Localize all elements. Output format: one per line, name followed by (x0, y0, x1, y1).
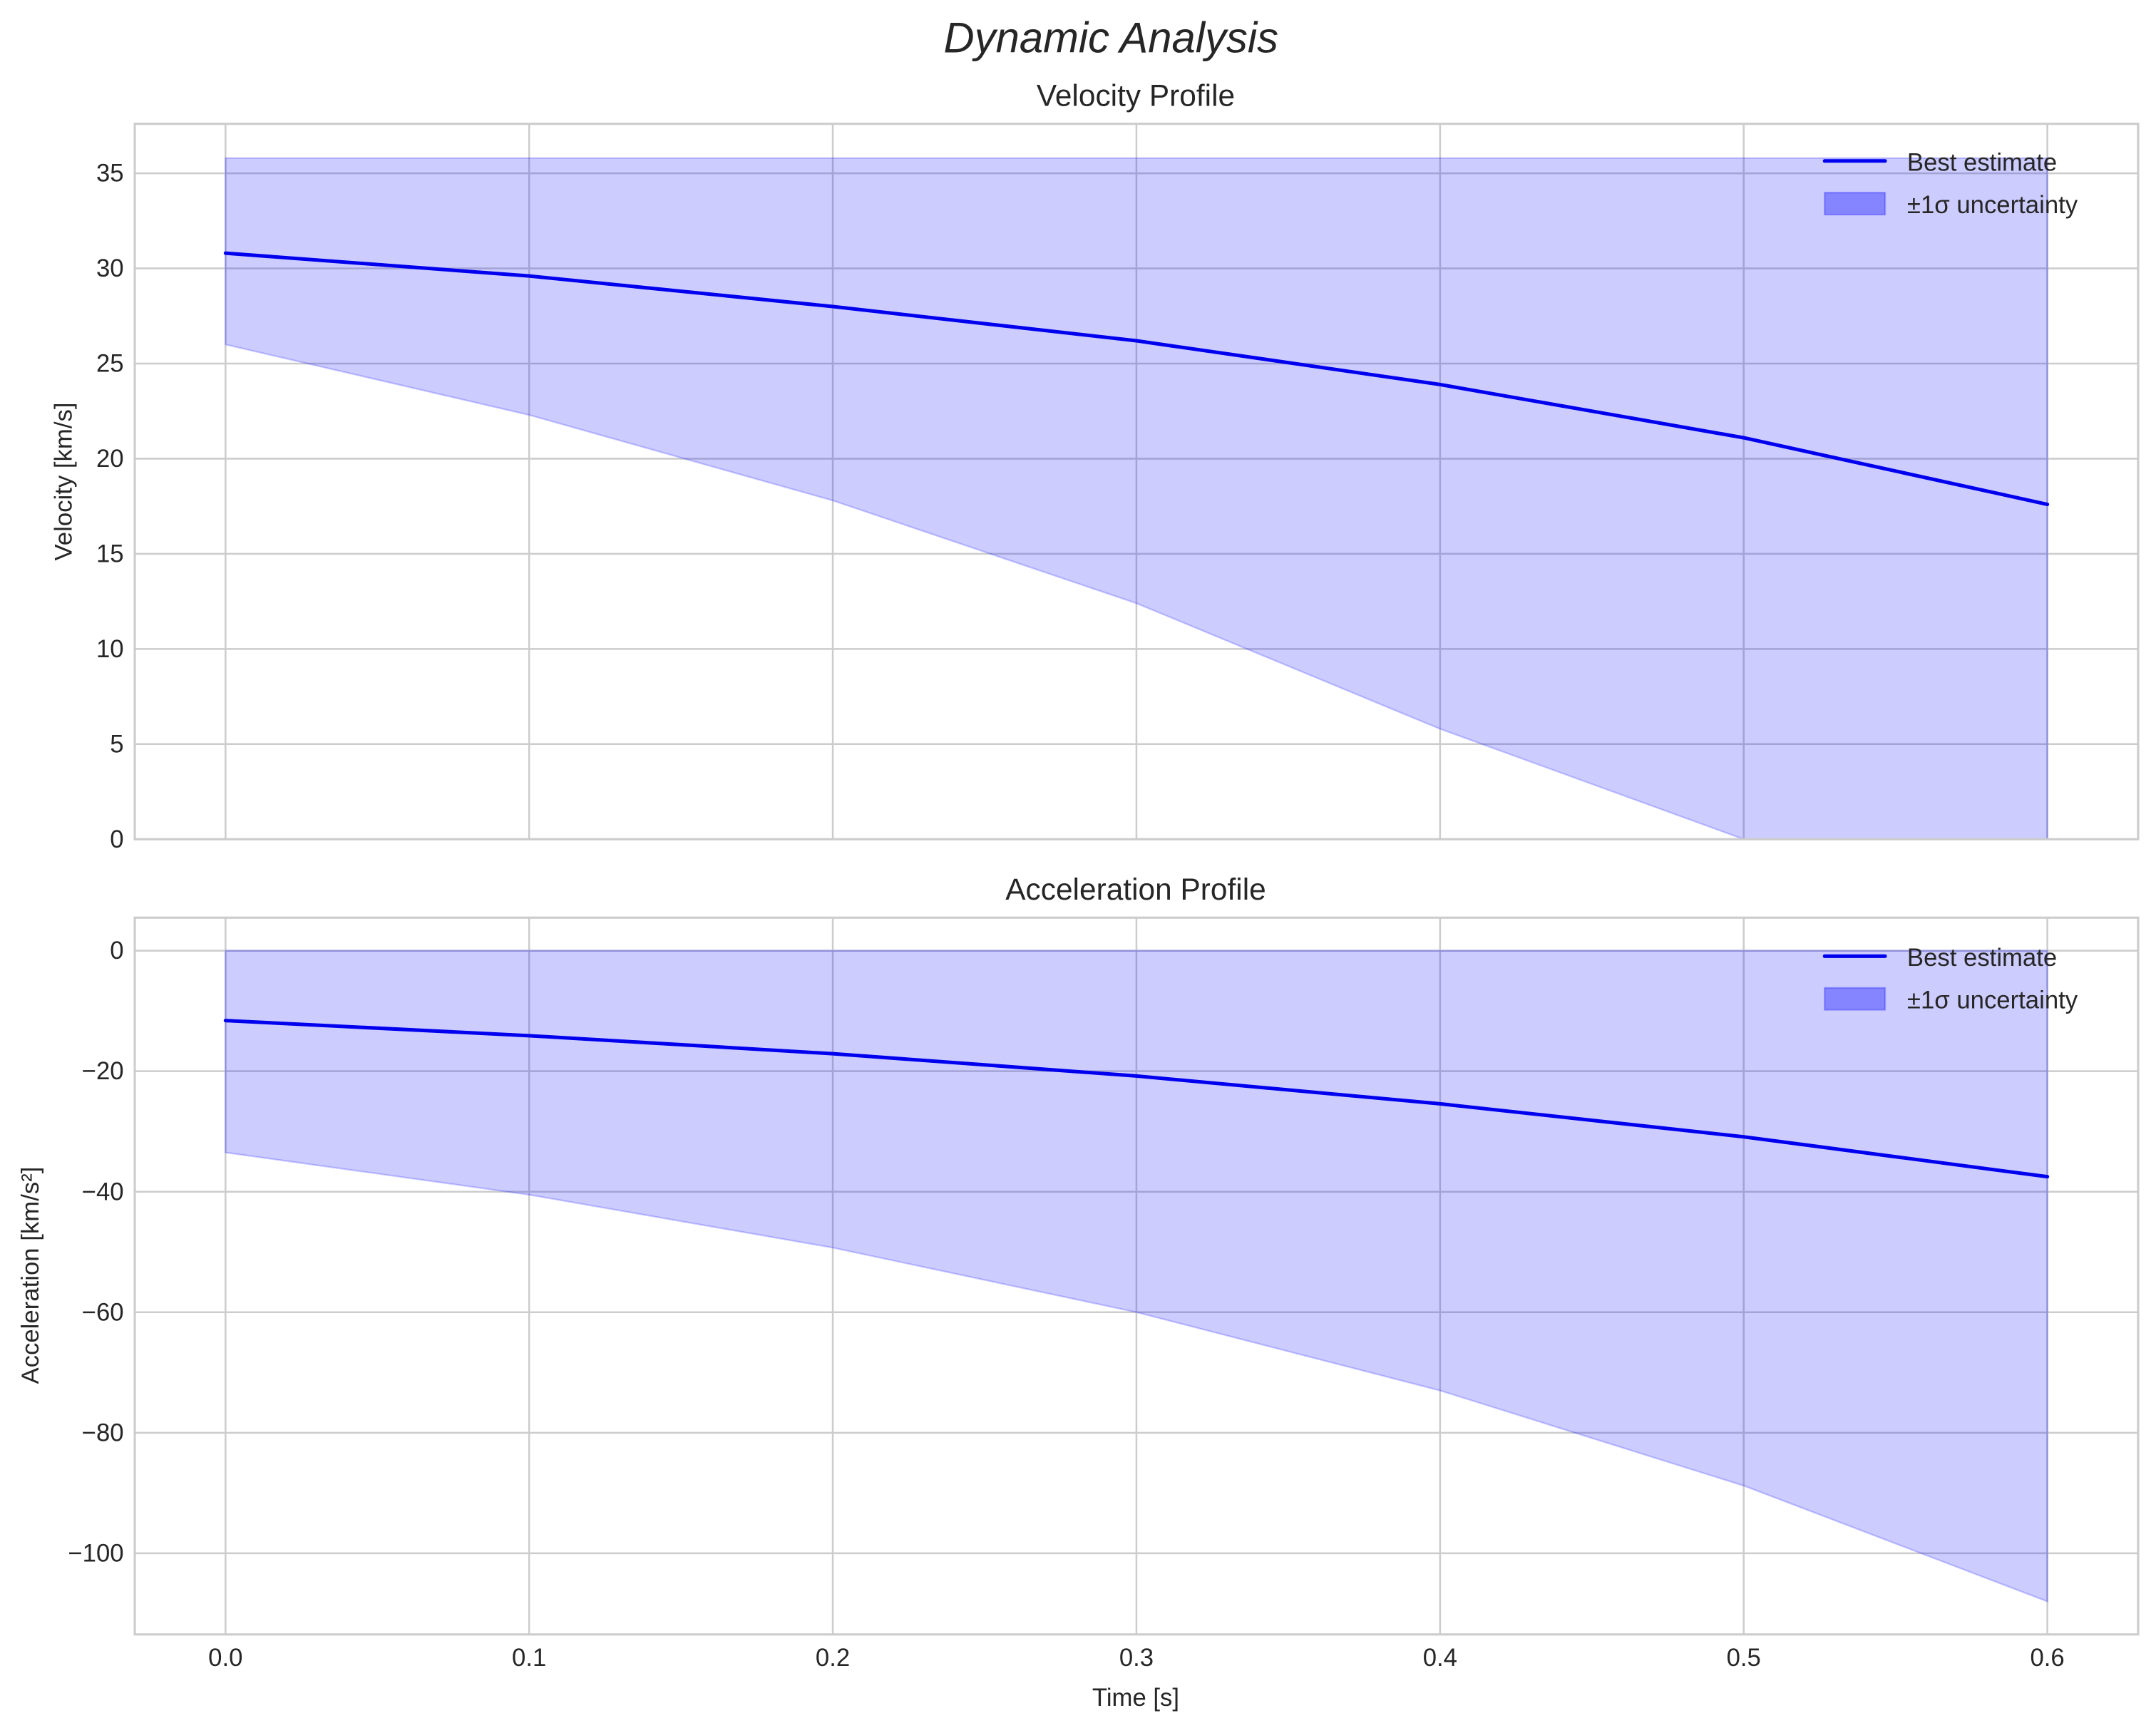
y-tick-label: 25 (96, 351, 124, 378)
velocity-legend: Best estimate ±1σ uncertainty (1822, 149, 2078, 219)
y-tick-label: −100 (68, 1540, 123, 1567)
x-tick-label: 0.3 (1119, 1645, 1154, 1672)
acceleration-best-estimate-line (223, 1019, 2050, 1179)
acceleration-uncertainty-band (225, 950, 2048, 1603)
legend-label-best-estimate: Best estimate (1907, 945, 2057, 972)
acceleration-y-tick-labels: 0 −20 −40 −60 −80 −100 (68, 937, 123, 1567)
y-tick-label: 20 (96, 446, 124, 473)
x-tick-label: 0.4 (1423, 1645, 1457, 1672)
legend-label-uncertainty: ±1σ uncertainty (1907, 192, 2078, 219)
acceleration-legend: Best estimate ±1σ uncertainty (1822, 945, 2078, 1014)
y-tick-label: 30 (96, 255, 124, 282)
y-tick-label: −40 (82, 1178, 124, 1205)
figure-suptitle: Dynamic Analysis (944, 14, 1278, 61)
velocity-title: Velocity Profile (1037, 79, 1235, 113)
y-tick-label: 5 (110, 731, 123, 758)
y-tick-label: −80 (82, 1419, 124, 1446)
y-tick-label: −60 (82, 1299, 124, 1326)
velocity-best-estimate-line (223, 251, 2050, 507)
velocity-y-axis-label: Velocity [km/s] (50, 403, 77, 561)
legend-label-best-estimate: Best estimate (1907, 149, 2057, 176)
y-tick-label: 15 (96, 540, 124, 567)
x-axis-label: Time [s] (1092, 1685, 1179, 1712)
velocity-axes-frame (133, 123, 2140, 840)
velocity-gridlines (135, 123, 2138, 840)
y-tick-label: 0 (110, 937, 123, 965)
y-tick-label: −20 (82, 1058, 124, 1085)
velocity-subplot: Velocity Profile 0 5 10 15 20 25 30 35 Velocity… (50, 79, 2140, 853)
velocity-y-tick-labels: 0 5 10 15 20 25 30 35 (96, 160, 124, 853)
x-tick-label: 0.1 (512, 1645, 546, 1672)
acceleration-gridlines (135, 917, 2138, 1635)
y-tick-label: 35 (96, 160, 124, 187)
y-tick-label: 10 (96, 636, 124, 663)
acceleration-title: Acceleration Profile (1005, 873, 1266, 906)
legend-label-uncertainty: ±1σ uncertainty (1907, 987, 2078, 1014)
y-tick-label: 0 (110, 826, 123, 853)
x-tick-label: 0.2 (816, 1645, 850, 1672)
legend-band-swatch-icon (1824, 192, 1886, 216)
x-tick-label: 0.0 (208, 1645, 242, 1672)
acceleration-axes-frame (133, 916, 2140, 1636)
acceleration-subplot: Acceleration Profile 0 −20 −40 −60 −80 −100 0… (17, 873, 2140, 1712)
x-tick-label: 0.6 (2030, 1645, 2064, 1672)
legend-band-swatch-icon (1824, 987, 1886, 1011)
x-tick-labels: 0.0 0.1 0.2 0.3 0.4 0.5 0.6 (208, 1645, 2065, 1672)
x-tick-label: 0.5 (1727, 1645, 1761, 1672)
acceleration-y-axis-label: Acceleration [km/s²] (17, 1167, 44, 1384)
